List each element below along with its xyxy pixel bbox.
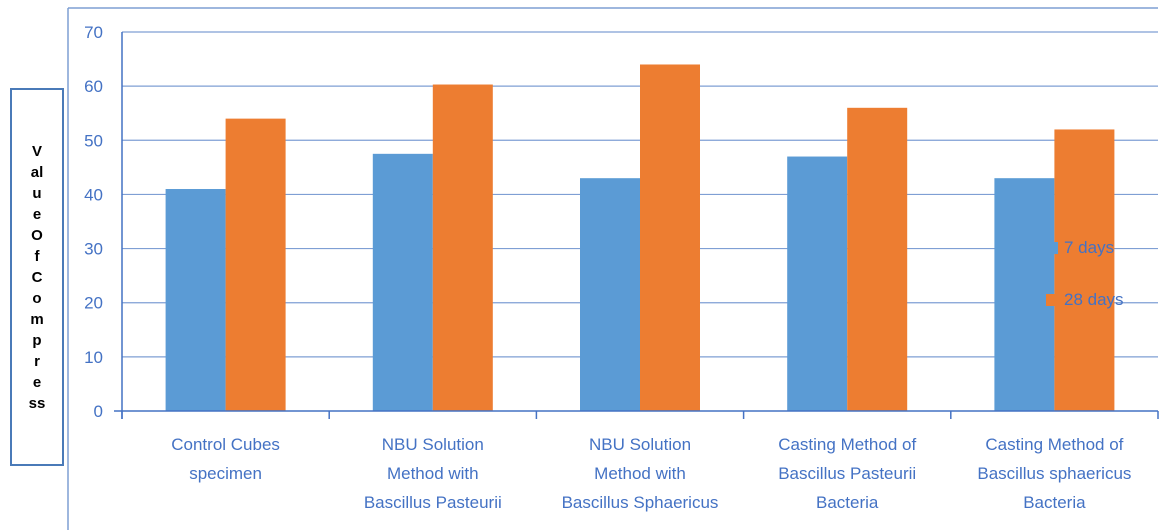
y-tick-label: 60: [84, 77, 103, 96]
bar-7-days-5: [994, 178, 1055, 411]
y-axis-label-fragment: C: [31, 268, 43, 286]
legend: 7 days 28 days: [1046, 238, 1124, 309]
bar-28-days-1: [225, 118, 286, 411]
bar-28-days-4: [847, 107, 908, 412]
y-axis-label-fragment: f: [34, 247, 40, 265]
bar-7-days-2: [372, 153, 433, 412]
bar-28-days-5: [1054, 129, 1115, 411]
y-tick-label: 10: [84, 348, 103, 367]
x-tick-label: NBU Solution Method with Bascillus Sphaeri…: [562, 435, 719, 512]
legend-swatch: [1046, 294, 1058, 306]
y-tick-label: 40: [84, 185, 103, 204]
x-tick-label: Control Cubes specimen: [171, 435, 280, 483]
y-axis-label-fragment: o: [32, 289, 42, 307]
y-tick-label: 30: [84, 240, 103, 259]
y-axis-label-fragment: O: [31, 226, 43, 244]
y-axis-label-fragment: m: [30, 310, 44, 328]
x-tick-labels: Control Cubes specimen NBU Solution Method …: [171, 435, 1131, 512]
bar-7-days-3: [580, 178, 640, 411]
y-axis-label-fragment: ss: [28, 394, 46, 412]
legend-swatch: [1046, 242, 1058, 254]
y-tick-labels: 0 10 20 30 40 50 60 70: [84, 23, 103, 421]
bar-7-days-1: [165, 189, 226, 411]
x-tick-label: NBU Solution Method with Bascillus Pasteur…: [364, 435, 502, 512]
y-tick-label: 0: [94, 402, 103, 421]
bars: [165, 64, 1115, 412]
legend-label: 7 days: [1064, 238, 1114, 257]
y-axis-label-fragment: e: [32, 373, 42, 391]
y-tick-label: 70: [84, 23, 103, 42]
y-axis-label-fragment: al: [30, 163, 44, 181]
bar-7-days-4: [787, 156, 848, 411]
y-tick-label: 20: [84, 294, 103, 313]
y-axis-label-fragment: u: [32, 184, 42, 202]
x-tick-label: Casting Method of Bascillus Pasteurii Bact…: [778, 435, 916, 512]
y-axis-label-fragment: e: [32, 205, 42, 223]
bar-28-days-2: [432, 84, 493, 412]
bar-28-days-3: [640, 64, 700, 411]
y-tick-label: 50: [84, 131, 103, 150]
y-axis-label-fragment: p: [32, 331, 42, 349]
y-axis-label-fragment: V: [31, 142, 42, 160]
y-axis-label-fragment: r: [34, 352, 40, 370]
x-tick-label: Casting Method of Bascillus sphaericus Bac…: [977, 435, 1131, 512]
legend-label: 28 days: [1064, 290, 1124, 309]
axes: [67, 7, 1159, 530]
